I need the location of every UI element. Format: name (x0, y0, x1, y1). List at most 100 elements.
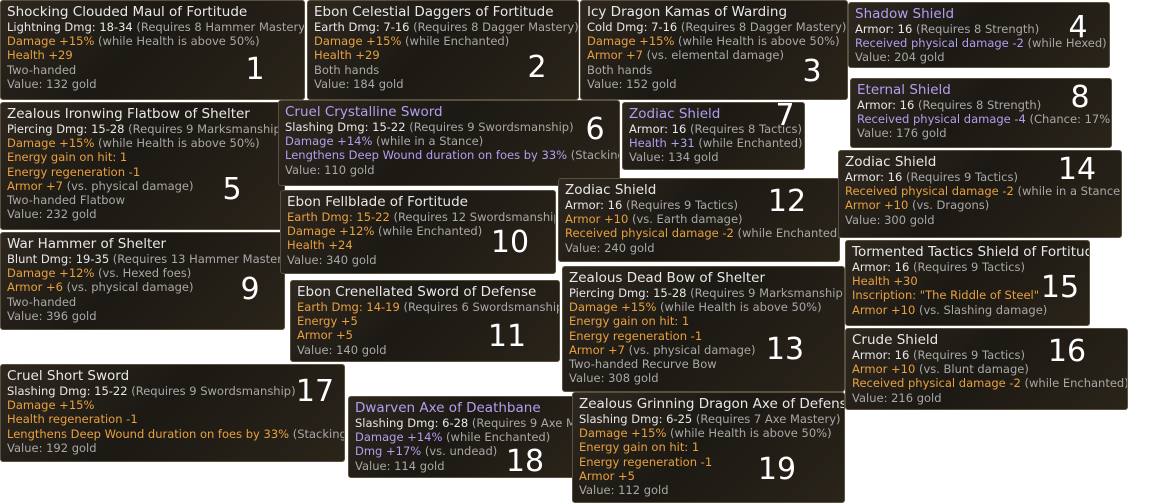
item-stat: Slashing Dmg: 6-28 (Requires 9 Axe M (355, 416, 576, 430)
item-stat: Armor: 16 (Requires 9 Tactics) (565, 198, 833, 212)
stat-text: Value: 152 gold (587, 76, 677, 91)
stat-text: Armor +10 (845, 198, 909, 213)
item-number: 18 (505, 444, 545, 479)
stat-text: Armor: 16 (852, 348, 910, 362)
item-stat: Damage +14% (while Enchanted) (355, 430, 571, 444)
stat-note: (while Enchanted) (405, 34, 510, 49)
stat-text: Received physical damage -2 (845, 184, 1014, 199)
item-tooltip: Ebon Crenellated Sword of Defense Earth D… (290, 280, 560, 362)
stat-text: Lengthens Deep Wound duration on foes by… (7, 426, 290, 441)
item-stat: Value: 110 gold (285, 163, 613, 177)
stat-text: Value: 300 gold (845, 212, 935, 227)
stat-note: (while in a Stance) (376, 134, 484, 149)
item-stat: Value: 112 gold (579, 483, 838, 497)
stat-note: (Requires 9 Tactics) (905, 170, 1018, 184)
stat-text: Value: 240 gold (565, 240, 655, 255)
stat-text: Value: 132 gold (7, 76, 97, 91)
item-stat: Earth Dmg: 15-22 (Requires 12 Swordsmans… (287, 210, 555, 224)
stat-note: (vs. Slashing damage) (918, 302, 1048, 317)
item-stat: Value: 216 gold (852, 391, 1121, 405)
stat-text: Armor +10 (565, 212, 629, 227)
stat-text: Energy gain on hit: 1 (7, 150, 128, 165)
stat-text: Damage +14% (355, 430, 443, 445)
stat-note: (vs. undead) (424, 444, 498, 459)
item-name: Dwarven Axe of Deathbane (355, 400, 541, 416)
item-name: Zealous Grinning Dragon Axe of Defense (579, 396, 845, 412)
stat-note: (vs. physical damage) (66, 178, 194, 193)
item-stat: Received physical damage -2 (while Hexed… (855, 36, 1107, 51)
item-stat: Earth Dmg: 14-19 (Requires 6 Swordsmansh… (297, 300, 559, 314)
item-number: 15 (1040, 270, 1080, 305)
item-name: Ebon Crenellated Sword of Defense (297, 284, 537, 300)
stat-note: (while Enchanted) (1024, 376, 1128, 391)
item-tooltip: Crude Shield Armor: 16 (Requires 9 Tactic… (845, 328, 1128, 410)
stat-text: Piercing Dmg: 15-28 (7, 122, 125, 136)
item-stat: Energy gain on hit: 1 (7, 150, 278, 164)
stat-note: (while Enchanted) (698, 136, 803, 151)
stat-text: Cold Dmg: 7-16 (587, 20, 678, 34)
stat-text: Value: 114 gold (355, 458, 445, 473)
item-stat: Health +29 (314, 48, 572, 62)
item-stat: Energy regeneration -1 (569, 329, 838, 343)
stat-note: (Requires 9 Axe M (471, 416, 576, 430)
item-stat: Both hands (314, 63, 572, 77)
stat-text: Value: 340 gold (287, 252, 377, 267)
item-stat: Earth Dmg: 7-16 (Requires 8 Dagger Maste… (314, 20, 578, 34)
stat-text: Damage +15% (7, 34, 95, 49)
item-stat: Received physical damage -2 (while Encha… (852, 376, 1127, 390)
item-stat: Piercing Dmg: 15-28 (Requires 9 Marksman… (7, 122, 284, 136)
item-stat: Value: 340 gold (287, 253, 549, 267)
item-stat: Armor +7 (vs. elemental damage) (587, 48, 841, 62)
item-tooltip: Ebon Fellblade of Fortitude Earth Dmg: 15… (280, 190, 556, 274)
item-number: 10 (490, 225, 530, 260)
item-stat: Value: 232 gold (7, 207, 278, 221)
stat-text: Health +29 (7, 48, 73, 63)
stat-note: (Requires 8 Strength) (917, 98, 1042, 112)
item-stat: Two-handed Flatbow (7, 193, 278, 207)
item-name: Cruel Short Sword (7, 368, 130, 384)
item-stat: Value: 132 gold (7, 77, 298, 91)
item-stat: Dmg +17% (vs. undead) (355, 444, 571, 458)
stat-note: (Stacking) (570, 148, 619, 163)
item-stat: Armor: 16 (Requires 8 Tactics) (629, 122, 802, 136)
item-stat: Two-handed Recurve Bow (569, 357, 838, 371)
stat-text: Lightning Dmg: 18-34 (7, 20, 133, 34)
stat-text: Value: 110 gold (285, 162, 375, 177)
stat-text: Armor: 16 (845, 170, 903, 184)
item-name: Eternal Shield (857, 82, 951, 98)
stat-text: Energy regeneration -1 (7, 164, 141, 179)
stat-text: Damage +15% (587, 34, 675, 49)
item-number: 5 (222, 172, 242, 207)
stat-text: Two-handed Flatbow (7, 193, 125, 208)
item-number: 14 (1057, 152, 1097, 187)
item-name: Zealous Ironwing Flatbow of Shelter (7, 106, 250, 122)
item-stat: Value: 140 gold (297, 343, 553, 357)
item-stat: Damage +12% (while Enchanted) (287, 224, 549, 238)
stat-note: (vs. elemental damage) (646, 48, 784, 63)
item-stat: Armor +10 (vs. Dragons) (845, 198, 1115, 212)
stat-text: Value: 140 gold (297, 342, 387, 357)
stat-note: (Requires 9 Swordsmanship) (131, 384, 296, 398)
stat-text: Inscription: "The Riddle of Steel" (852, 288, 1040, 303)
item-stat: Value: 192 gold (7, 441, 338, 455)
stat-note: (while Hexed) (1027, 36, 1107, 51)
stat-text: Dmg +17% (355, 444, 422, 459)
stat-text: Damage +15% (7, 398, 95, 413)
stat-note: (while in a Stance) (1017, 184, 1122, 199)
item-number: 2 (527, 50, 547, 85)
stat-text: Damage +15% (569, 300, 657, 315)
stat-text: Received physical damage -2 (855, 36, 1024, 51)
item-stat: Lightning Dmg: 18-34 (Requires 8 Hammer … (7, 20, 304, 34)
item-name: Zealous Dead Bow of Shelter (569, 270, 766, 286)
stat-text: Two-handed (7, 294, 77, 309)
stat-note: (Requires 8 Dagger Mastery) (680, 20, 847, 34)
item-stat: Armor: 16 (Requires 8 Strength) (857, 98, 1105, 112)
stat-text: Slashing Dmg: 6-25 (579, 412, 693, 426)
stat-note: (while Health is above 50%) (660, 300, 822, 315)
item-tooltip: Cruel Short Sword Slashing Dmg: 15-22 (Re… (0, 364, 345, 462)
stat-text: Damage +12% (7, 266, 95, 281)
stat-text: Value: 204 gold (855, 50, 945, 65)
item-tooltip: Eternal Shield Armor: 16 (Requires 8 Stre… (850, 78, 1112, 148)
stat-text: Health +30 (852, 274, 918, 289)
item-stat: Damage +15% (while Health is above 50%) (579, 426, 838, 440)
